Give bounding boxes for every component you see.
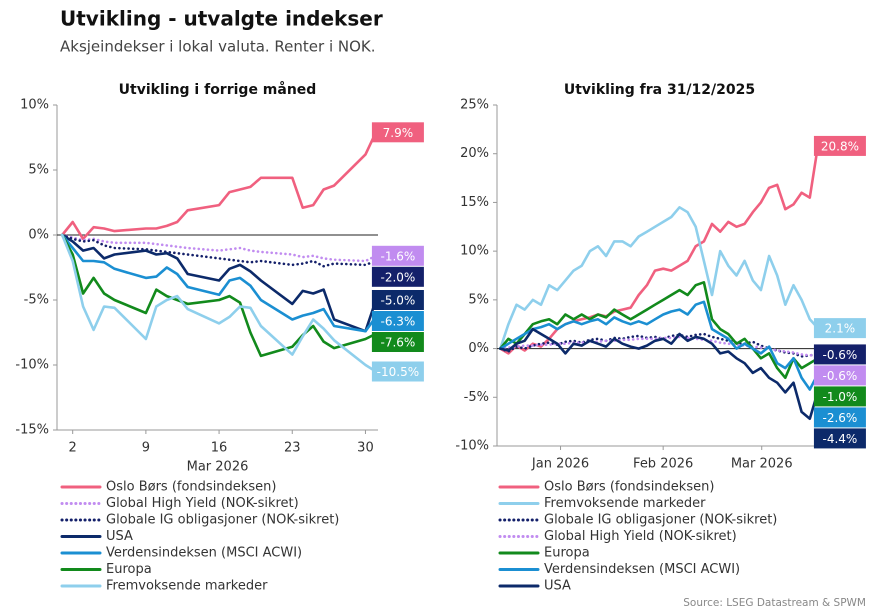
- y-tick-label: -10%: [15, 358, 49, 373]
- end-label-text: -2.6%: [823, 411, 858, 425]
- series-line: [60, 233, 378, 373]
- series-line: [499, 144, 820, 355]
- end-label-box: [371, 311, 424, 331]
- x-tick-label: 30: [357, 441, 374, 456]
- page-subtitle: Aksjeindekser i lokal valuta. Renter i N…: [60, 38, 376, 56]
- x-tick-label: 16: [211, 441, 228, 456]
- panel-title: Utvikling fra 31/12/2025: [564, 82, 755, 98]
- x-tick-label: Feb 2026: [633, 457, 693, 472]
- x-tick-label: Jan 2026: [531, 457, 589, 472]
- end-label-box: [813, 407, 866, 428]
- legend-label: Oslo Børs (fondsindeksen): [106, 480, 276, 495]
- legend-label: Verdensindeksen (MSCI ACWI): [544, 562, 740, 577]
- legend-label: USA: [106, 529, 133, 544]
- end-label-text: -6.3%: [380, 315, 415, 329]
- source-note: Source: LSEG Datastream & SPWM: [683, 597, 866, 609]
- y-tick-label: -15%: [15, 423, 49, 438]
- series-line: [60, 233, 378, 333]
- series-line: [60, 233, 378, 268]
- series-line: [499, 332, 820, 358]
- end-label-box: [813, 365, 866, 386]
- y-tick-label: -5%: [24, 293, 49, 308]
- legend-label: Fremvoksende markeder: [106, 579, 268, 594]
- end-label-text: -2.0%: [380, 270, 415, 284]
- end-label: -7.6%: [371, 332, 424, 352]
- end-label: -1.0%: [813, 386, 866, 407]
- end-label: -6.3%: [371, 311, 424, 331]
- end-label-box: [813, 318, 866, 339]
- end-label: -10.5%: [371, 361, 424, 382]
- end-label-text: -5.0%: [380, 294, 415, 308]
- end-label: -5.0%: [371, 290, 424, 310]
- panel-title: Utvikling i forrige måned: [119, 81, 317, 98]
- end-label-text: -4.4%: [823, 432, 858, 446]
- x-tick-label: Mar 2026: [731, 457, 793, 472]
- series-line: [499, 327, 820, 420]
- end-label-box: [813, 135, 866, 156]
- series-line: [60, 233, 378, 358]
- end-label-text: -1.6%: [380, 249, 415, 263]
- end-label-text: -0.6%: [823, 348, 858, 362]
- end-label-text: -0.6%: [823, 369, 858, 383]
- legend-label: Oslo Børs (fondsindeksen): [544, 480, 714, 495]
- end-label-text: -1.0%: [823, 390, 858, 404]
- end-label-box: [813, 386, 866, 407]
- end-label: -2.6%: [813, 407, 866, 428]
- end-label: -0.6%: [813, 344, 866, 365]
- end-label-box: [813, 344, 866, 365]
- legend-label: Europa: [544, 546, 590, 561]
- series-line: [499, 281, 820, 380]
- y-tick-label: -10%: [455, 439, 489, 454]
- series-line: [499, 300, 820, 391]
- legend-label: Fremvoksende markeder: [544, 496, 706, 511]
- series-line: [60, 233, 378, 263]
- series-line: [60, 131, 378, 241]
- end-label-box: [813, 428, 866, 449]
- y-tick-label: 10%: [20, 98, 49, 113]
- series-line: [499, 206, 820, 350]
- y-tick-label: 15%: [460, 195, 489, 210]
- legend-label: Europa: [106, 562, 152, 577]
- end-label-box: [371, 266, 424, 287]
- end-label-text: -7.6%: [380, 336, 415, 350]
- end-label-text: 20.8%: [821, 139, 859, 153]
- end-label-box: [371, 332, 424, 352]
- end-label-box: [371, 245, 424, 266]
- y-tick-label: 25%: [460, 98, 489, 113]
- end-label-text: 2.1%: [825, 322, 856, 336]
- end-label: -1.6%: [371, 245, 424, 266]
- end-label-box: [371, 122, 424, 143]
- legend-label: Globale IG obligasjoner (NOK-sikret): [106, 513, 339, 528]
- end-label: -0.6%: [813, 365, 866, 386]
- end-label-box: [371, 290, 424, 310]
- y-tick-label: 0%: [468, 341, 489, 356]
- end-label-box: [371, 361, 424, 382]
- series-line: [499, 335, 820, 357]
- end-label-text: 7.9%: [383, 126, 414, 140]
- y-tick-label: 5%: [28, 163, 49, 178]
- end-label: 20.8%: [813, 135, 866, 156]
- y-tick-label: 0%: [28, 228, 49, 243]
- page-title: Utvikling - utvalgte indekser: [60, 7, 383, 31]
- x-tick-label: 2: [69, 441, 77, 456]
- y-tick-label: 5%: [468, 292, 489, 307]
- series-line: [60, 233, 378, 333]
- end-label: 7.9%: [371, 122, 424, 143]
- y-tick-label: 10%: [460, 244, 489, 259]
- end-label: 2.1%: [813, 318, 866, 339]
- legend-label: Global High Yield (NOK-sikret): [544, 529, 737, 544]
- x-tick-label: 23: [284, 441, 301, 456]
- end-label: -4.4%: [813, 428, 866, 449]
- legend-label: Verdensindeksen (MSCI ACWI): [106, 546, 302, 561]
- legend-label: USA: [544, 579, 571, 594]
- x-axis-label: Mar 2026: [187, 460, 249, 475]
- x-tick-label: 9: [142, 441, 150, 456]
- legend-label: Global High Yield (NOK-sikret): [106, 496, 299, 511]
- y-tick-label: 20%: [460, 146, 489, 161]
- end-label: -2.0%: [371, 266, 424, 287]
- end-label-text: -10.5%: [377, 365, 419, 379]
- y-tick-label: -5%: [464, 390, 489, 405]
- legend-label: Globale IG obligasjoner (NOK-sikret): [544, 513, 777, 528]
